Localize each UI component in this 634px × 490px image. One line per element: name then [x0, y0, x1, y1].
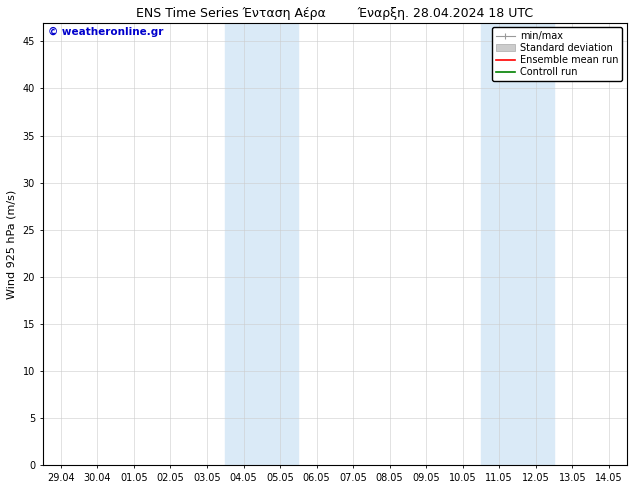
Bar [225, 23, 299, 466]
Legend: min/max, Standard deviation, Ensemble mean run, Controll run: min/max, Standard deviation, Ensemble me… [491, 27, 622, 81]
Bar [481, 23, 554, 466]
Title: ENS Time Series Ένταση Αέρα        Έναρξη. 28.04.2024 18 UTC: ENS Time Series Ένταση Αέρα Έναρξη. 28.0… [136, 7, 533, 20]
Text: © weatheronline.gr: © weatheronline.gr [48, 27, 164, 37]
Y-axis label: Wind 925 hPa (m/s): Wind 925 hPa (m/s) [7, 189, 17, 298]
